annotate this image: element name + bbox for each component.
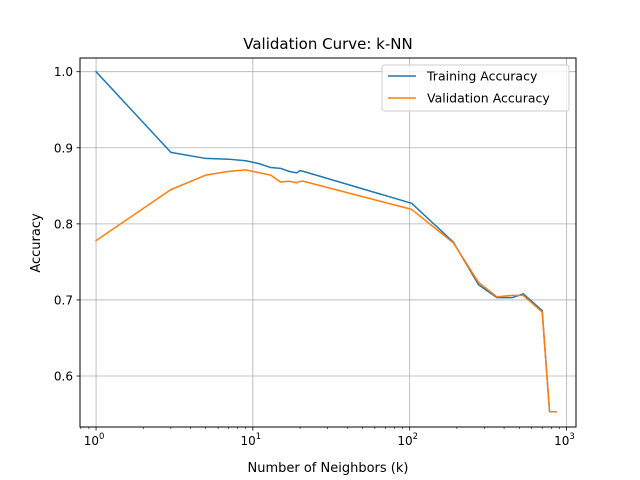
x-tick-base: 10 bbox=[241, 434, 256, 448]
x-tick-label: 101 bbox=[241, 432, 262, 448]
x-tick-base: 10 bbox=[84, 434, 99, 448]
legend: Training Accuracy Validation Accuracy bbox=[381, 64, 570, 112]
y-tick-label: 1.0 bbox=[54, 65, 73, 79]
y-tick-label: 0.6 bbox=[54, 370, 73, 384]
legend-label: Validation Accuracy bbox=[427, 91, 550, 106]
x-tick-label: 100 bbox=[84, 432, 105, 448]
x-tick-exponent: 2 bbox=[413, 432, 418, 442]
grid-lines bbox=[80, 58, 576, 427]
x-tick-exponent: 3 bbox=[569, 432, 574, 442]
chart-title: Validation Curve: k-NN bbox=[243, 35, 412, 53]
x-tick-base: 10 bbox=[554, 434, 569, 448]
y-tick-label: 0.8 bbox=[54, 217, 73, 231]
x-tick-base: 10 bbox=[397, 434, 412, 448]
y-axis-label: Accuracy bbox=[29, 213, 44, 273]
legend-box bbox=[381, 64, 570, 112]
x-tick-exponent: 0 bbox=[99, 432, 104, 442]
plot-frame bbox=[79, 57, 577, 428]
x-tick-exponent: 1 bbox=[256, 432, 261, 442]
x-axis-label: Number of Neighbors (k) bbox=[248, 461, 409, 476]
legend-label: Training Accuracy bbox=[426, 69, 538, 84]
series-line-1 bbox=[95, 169, 557, 413]
y-tick-label: 0.7 bbox=[54, 293, 73, 307]
x-tick-label: 103 bbox=[554, 432, 575, 448]
x-tick-label: 102 bbox=[397, 432, 418, 448]
y-tick-label: 0.9 bbox=[54, 141, 73, 155]
series-lines bbox=[94, 70, 557, 413]
